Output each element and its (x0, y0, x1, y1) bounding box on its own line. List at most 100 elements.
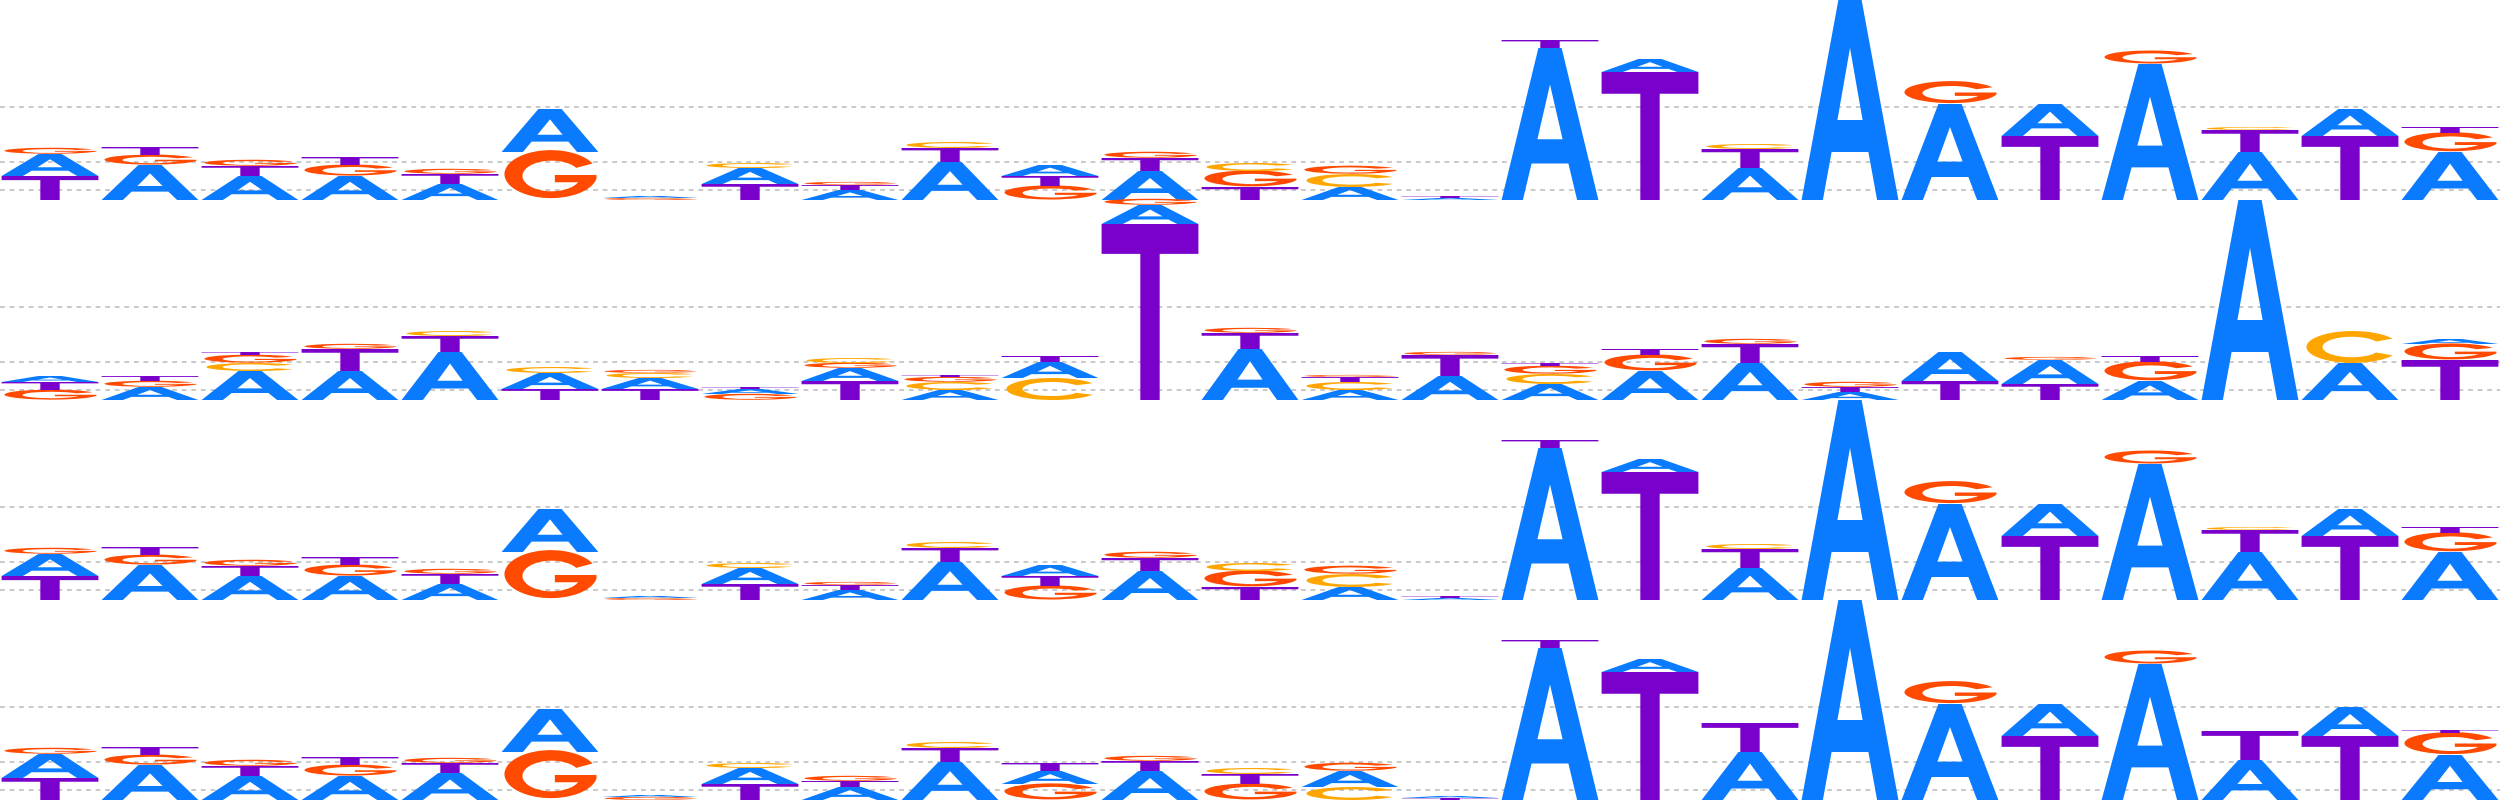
position-column (2201, 527, 2299, 600)
letter-T (101, 547, 199, 555)
position-column (801, 581, 899, 600)
letter-T (1501, 363, 1599, 366)
position-column (1801, 600, 1899, 800)
letter-A (1301, 390, 1399, 400)
letter-G (404, 568, 497, 574)
position-column (1801, 381, 1899, 400)
letter-C (1006, 378, 1093, 400)
letter-A (901, 762, 999, 800)
letter-A (2301, 363, 2399, 400)
letter-G (4, 389, 97, 400)
letter-A (101, 565, 199, 600)
letter-G (604, 197, 697, 200)
letter-G (204, 354, 297, 363)
letter-G (304, 764, 397, 776)
position-column (2101, 356, 2199, 400)
letter-T (1501, 40, 1599, 48)
letter-T (901, 375, 999, 377)
letter-G (2104, 50, 2197, 64)
letter-A (1901, 704, 1999, 800)
letter-G (204, 559, 297, 566)
position-column (1901, 481, 1999, 600)
position-column (801, 775, 899, 800)
position-column (901, 742, 999, 800)
letter-A (401, 584, 499, 600)
letter-C (906, 382, 993, 390)
letter-A (301, 176, 399, 200)
letter-A (2101, 664, 2199, 800)
position-column (1301, 165, 1399, 200)
letter-G (1104, 198, 1197, 205)
position-column (1801, 0, 1899, 200)
letter-T (2201, 530, 2299, 552)
letter-T (101, 147, 199, 155)
letter-G (804, 775, 897, 781)
letter-A (101, 387, 199, 400)
letter-A (1301, 771, 1399, 787)
letter-A (401, 352, 499, 400)
letter-G (1304, 165, 1397, 174)
letter-A (1101, 205, 1199, 224)
letter-C (406, 331, 493, 336)
position-column (1, 147, 99, 200)
position-column (1901, 352, 1999, 400)
letter-T (201, 352, 299, 356)
letter-T (1701, 344, 1799, 363)
letter-A (801, 787, 899, 800)
letter-A (1501, 48, 1599, 201)
letter-T (401, 174, 499, 184)
position-column (401, 757, 499, 800)
letter-G (804, 181, 897, 185)
position-column (501, 367, 599, 400)
letter-T (1501, 440, 1599, 448)
position-column (501, 709, 599, 799)
position-column (1401, 196, 1499, 200)
position-column (1, 376, 99, 400)
letter-A (701, 168, 799, 184)
position-column (1601, 59, 1699, 200)
letter-T (301, 757, 399, 765)
letter-C (1506, 374, 1593, 384)
letter-G (1704, 338, 1797, 344)
letter-A (1101, 771, 1199, 800)
letter-A (901, 162, 999, 200)
letter-G (4, 547, 97, 554)
letter-T (301, 349, 399, 371)
position-column (1501, 440, 1599, 600)
letter-A (1801, 600, 1899, 800)
position-column (1001, 356, 1099, 400)
logo-row (1, 600, 2499, 800)
letter-A (1701, 568, 1799, 600)
letter-T (801, 585, 899, 590)
position-column (1701, 144, 1799, 200)
letter-T (1201, 187, 1299, 200)
letter-C (1706, 144, 1793, 149)
position-column (2101, 50, 2199, 201)
letter-G (2004, 356, 2097, 360)
letter-T (1601, 349, 1699, 355)
position-column (701, 387, 799, 400)
letter-A (1501, 384, 1599, 400)
letter-T (1001, 763, 1099, 771)
letter-T (901, 148, 999, 163)
letter-G (104, 380, 197, 387)
letter-G (2104, 450, 2197, 464)
letter-C (906, 142, 993, 148)
letter-G (1204, 783, 1297, 800)
letter-T (401, 763, 499, 773)
letter-G (604, 796, 697, 800)
letter-A (2101, 381, 2199, 400)
letter-T (401, 574, 499, 584)
letter-A (1, 754, 99, 778)
letter-G (1104, 755, 1197, 761)
letter-G (204, 759, 297, 766)
position-column (901, 542, 999, 600)
letter-A (601, 795, 699, 797)
letter-A (2001, 104, 2099, 136)
position-column (2301, 509, 2399, 600)
position-column (701, 563, 799, 600)
letter-T (1401, 596, 1499, 598)
position-column (1001, 565, 1099, 600)
letter-T (101, 376, 199, 381)
letter-T (2301, 736, 2399, 800)
